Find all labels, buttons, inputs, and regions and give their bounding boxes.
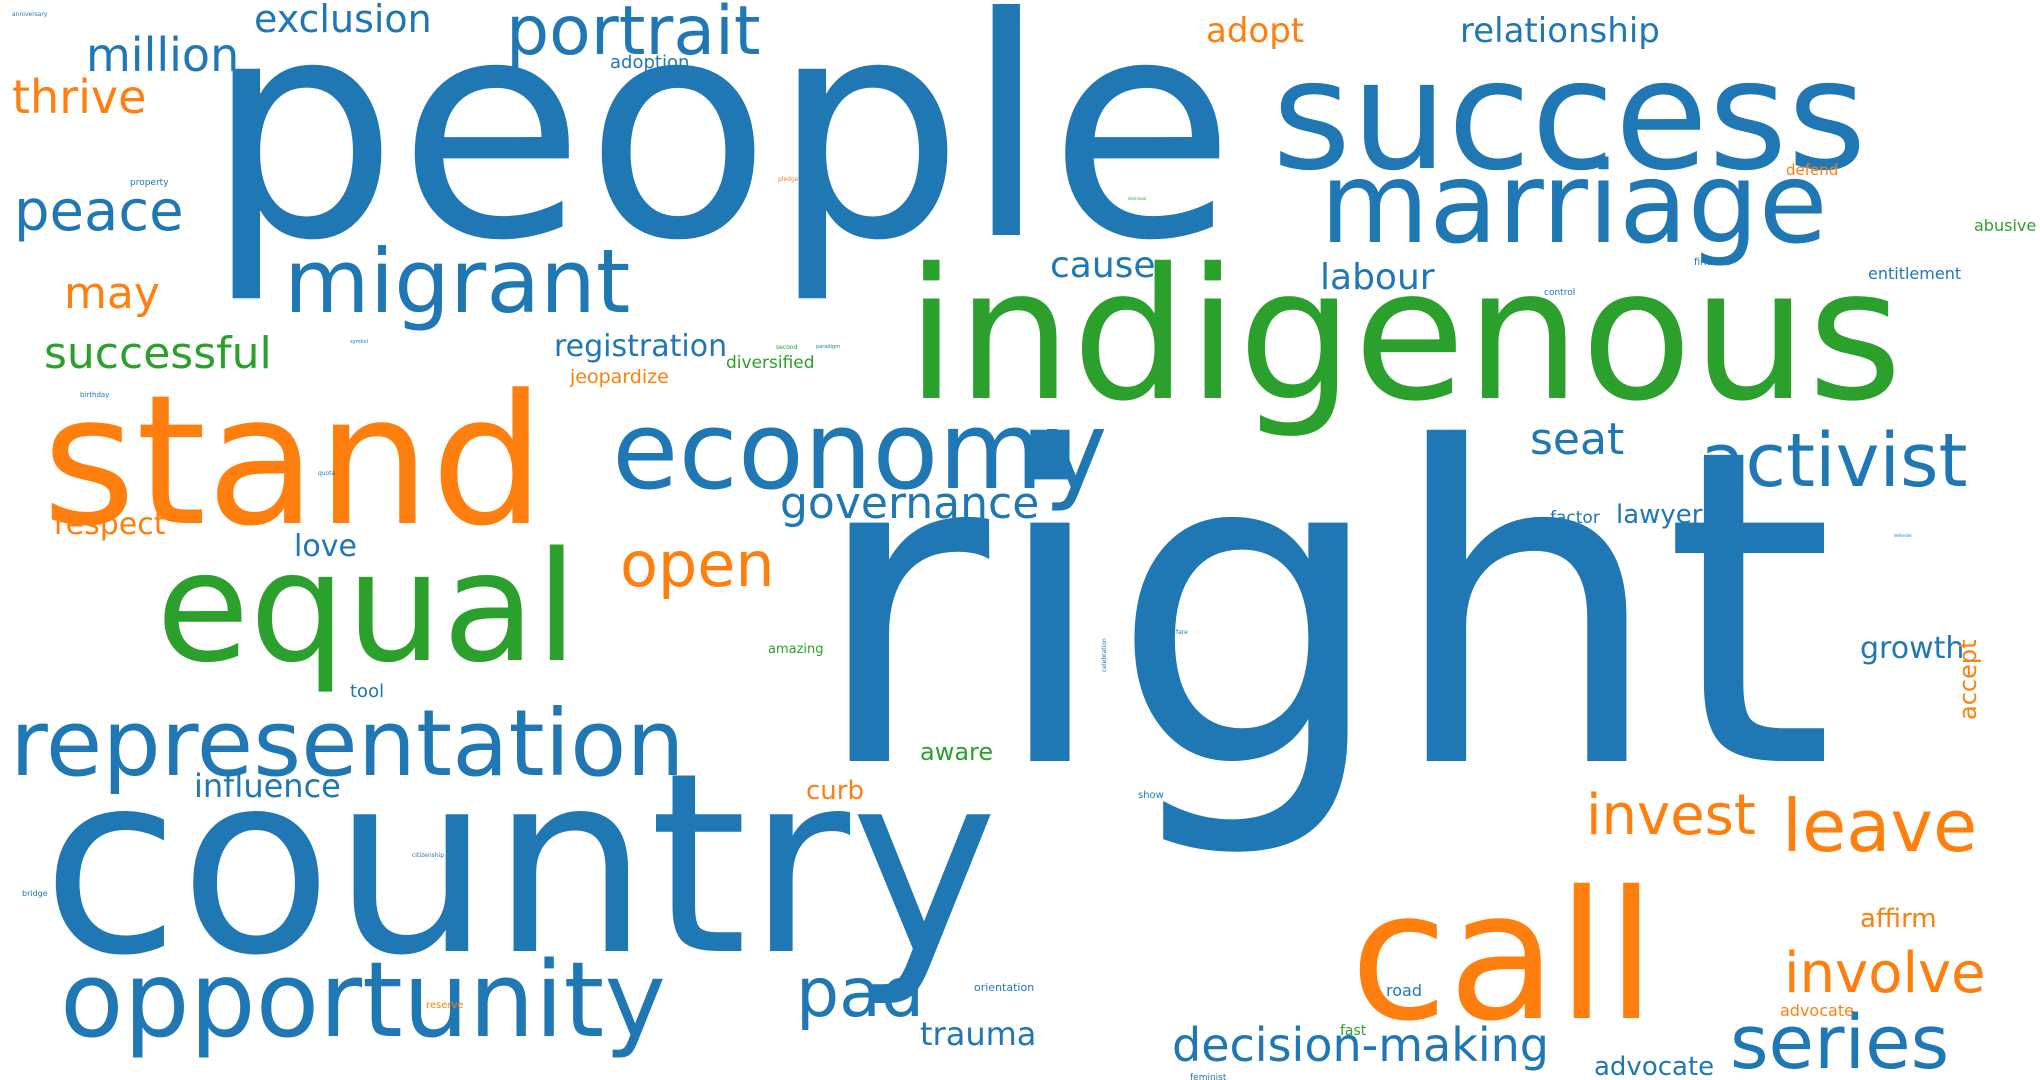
word-right: right	[810, 356, 1835, 864]
word-country: country	[42, 719, 999, 1010]
word-opportunity: opportunity	[60, 939, 666, 1061]
word-show: show	[1138, 790, 1164, 801]
word-reserve: reserve	[426, 1000, 464, 1011]
word-aware: aware	[920, 738, 994, 766]
word-affirm: affirm	[1860, 904, 1937, 934]
word-portrait: portrait	[506, 0, 761, 71]
word-activist: activist	[1700, 418, 1968, 504]
word-representation: representation	[10, 690, 685, 797]
word-seat: seat	[1530, 414, 1625, 465]
word-indigenous: indigenous	[906, 229, 1903, 441]
word-open: open	[620, 528, 775, 601]
word-adoption: adoption	[610, 52, 690, 73]
word-abusive: abusive	[1974, 216, 2037, 235]
word-love: love	[294, 529, 357, 564]
word-series: series	[1730, 1000, 1950, 1080]
word-curb: curb	[806, 776, 864, 806]
word-pad: pad	[796, 954, 924, 1033]
word-exclusion: exclusion	[254, 0, 432, 41]
word-peace: peace	[14, 179, 184, 244]
word-pledge: pledge	[778, 176, 799, 183]
word-trauma: trauma	[920, 1015, 1037, 1053]
word-advocate-orange: advocate	[1780, 1001, 1854, 1020]
word-tool: tool	[350, 681, 385, 702]
word-thrive: thrive	[12, 70, 147, 124]
word-birthday: birthday	[80, 391, 110, 399]
word-decision-making: decision-making	[1172, 1018, 1549, 1072]
word-equal: equal	[156, 519, 578, 696]
word-invest: invest	[1586, 783, 1756, 848]
word-call: call	[1350, 853, 1656, 1060]
word-stand: stand	[42, 357, 545, 566]
word-defend: defend	[1786, 161, 1839, 179]
word-entitlement: entitlement	[1868, 264, 1962, 283]
word-diversified: diversified	[726, 353, 815, 373]
word-advocate-blue: advocate	[1594, 1052, 1715, 1080]
word-involve: involve	[1784, 941, 1986, 1006]
word-amazing: amazing	[768, 642, 824, 657]
word-dismissal: dismissal	[1128, 196, 1147, 201]
word-anniversary: anniversary	[12, 11, 48, 18]
word-may: may	[64, 268, 160, 319]
word-adopt: adopt	[1206, 11, 1305, 51]
word-relationship: relationship	[1460, 11, 1660, 51]
word-control: control	[1544, 288, 1576, 298]
word-bridge: bridge	[22, 889, 48, 898]
word-influence: influence	[194, 767, 341, 805]
word-cause: cause	[1050, 245, 1156, 286]
word-paradigm: paradigm	[816, 344, 840, 350]
word-celebration: celebration	[1101, 638, 1108, 672]
word-migrant: migrant	[284, 230, 631, 333]
word-labour: labour	[1320, 257, 1435, 298]
word-people: people	[205, 0, 1236, 307]
word-fast: fast	[1340, 1023, 1367, 1039]
word-fare: fare	[1176, 629, 1188, 636]
word-property: property	[130, 178, 169, 188]
word-feminist: feminist	[1190, 1073, 1227, 1080]
word-quota: quota	[318, 470, 336, 477]
word-symbol: symbol	[350, 339, 369, 345]
word-orientation: orientation	[974, 981, 1035, 994]
word-successful: successful	[44, 328, 272, 379]
word-factor: factor	[1550, 508, 1600, 528]
word-marriage: marriage	[1320, 139, 1828, 269]
word-defender: defender	[1894, 533, 1913, 538]
word-jeopardize: jeopardize	[570, 366, 669, 388]
word-leave: leave	[1782, 784, 1978, 868]
word-economy: economy	[612, 389, 1108, 514]
word-respect: respect	[54, 507, 166, 542]
word-accept: accept	[1954, 639, 1982, 720]
word-finance: finance	[1694, 257, 1731, 268]
word-registration: registration	[554, 329, 728, 364]
word-governance: governance	[780, 478, 1040, 529]
word-lawyer: lawyer	[1616, 500, 1703, 530]
word-growth: growth	[1860, 631, 1965, 666]
word-success: success	[1272, 27, 1867, 204]
word-citizenship: citizenship	[412, 852, 445, 859]
word-second: second	[776, 344, 798, 351]
word-million: million	[86, 28, 240, 82]
word-road: road	[1386, 981, 1422, 1000]
